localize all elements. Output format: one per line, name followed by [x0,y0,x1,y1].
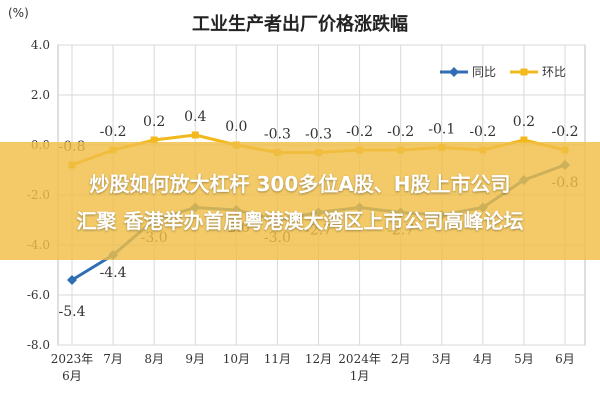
x-tick-label: 7月 [103,352,123,366]
x-tick-label: 2024年 [338,352,381,366]
banner-headline-line1: 炒股如何放大杠杆 300多位A股、H股上市公司 [89,172,511,196]
data-label-mom: -0.2 [387,124,414,140]
data-label-mom: -0.2 [100,124,127,140]
x-tick-label: 4月 [473,352,493,366]
data-point-mom [520,136,528,144]
x-tick-label: 5月 [514,352,534,366]
x-tick-label: 6月 [62,369,82,383]
banner-headline-line2: 汇聚 香港举办首届粤港澳大湾区上市公司高峰论坛 [76,209,524,233]
chart-title: 工业生产者出厂价格涨跌幅 [192,14,408,35]
legend-marker-yoy [449,67,459,77]
legend-label-yoy: 同比 [472,65,496,79]
data-label-mom: 0.0 [225,119,247,135]
legend-marker-mom [520,68,528,76]
x-tick-label: 10月 [223,352,250,366]
overlay-banner [0,142,600,260]
y-tick-label: 4.0 [31,38,50,52]
data-point-mom [191,131,199,139]
data-point-mom [150,136,158,144]
data-label-mom: -0.3 [305,127,332,143]
x-tick-label: 8月 [144,352,164,366]
data-label-mom: 0.2 [143,114,165,130]
x-tick-label: 11月 [264,352,291,366]
x-tick-label: 12月 [305,352,332,366]
data-label-mom: -0.2 [552,124,579,140]
data-label-mom: -0.2 [469,124,496,140]
data-point-yoy [67,275,77,285]
legend-label-mom: 环比 [542,65,566,79]
data-label-mom: 0.2 [513,114,535,130]
unit-label: (%) [8,6,29,20]
data-label-yoy: -5.4 [59,304,86,320]
y-tick-label: -8.0 [27,338,50,352]
x-tick-label: 6月 [555,352,575,366]
data-label-mom: -0.1 [428,122,455,138]
data-label-yoy: -4.4 [100,265,127,281]
y-tick-label: -6.0 [27,288,50,302]
x-tick-label: 2月 [391,352,411,366]
data-label-mom: -0.3 [264,127,291,143]
x-tick-label: 1月 [350,369,370,383]
x-tick-label: 9月 [185,352,205,366]
x-tick-label: 3月 [432,352,452,366]
y-tick-label: 2.0 [31,88,50,102]
x-tick-label: 2023年 [51,352,94,366]
data-label-mom: -0.2 [346,124,373,140]
data-label-mom: 0.4 [184,109,206,125]
